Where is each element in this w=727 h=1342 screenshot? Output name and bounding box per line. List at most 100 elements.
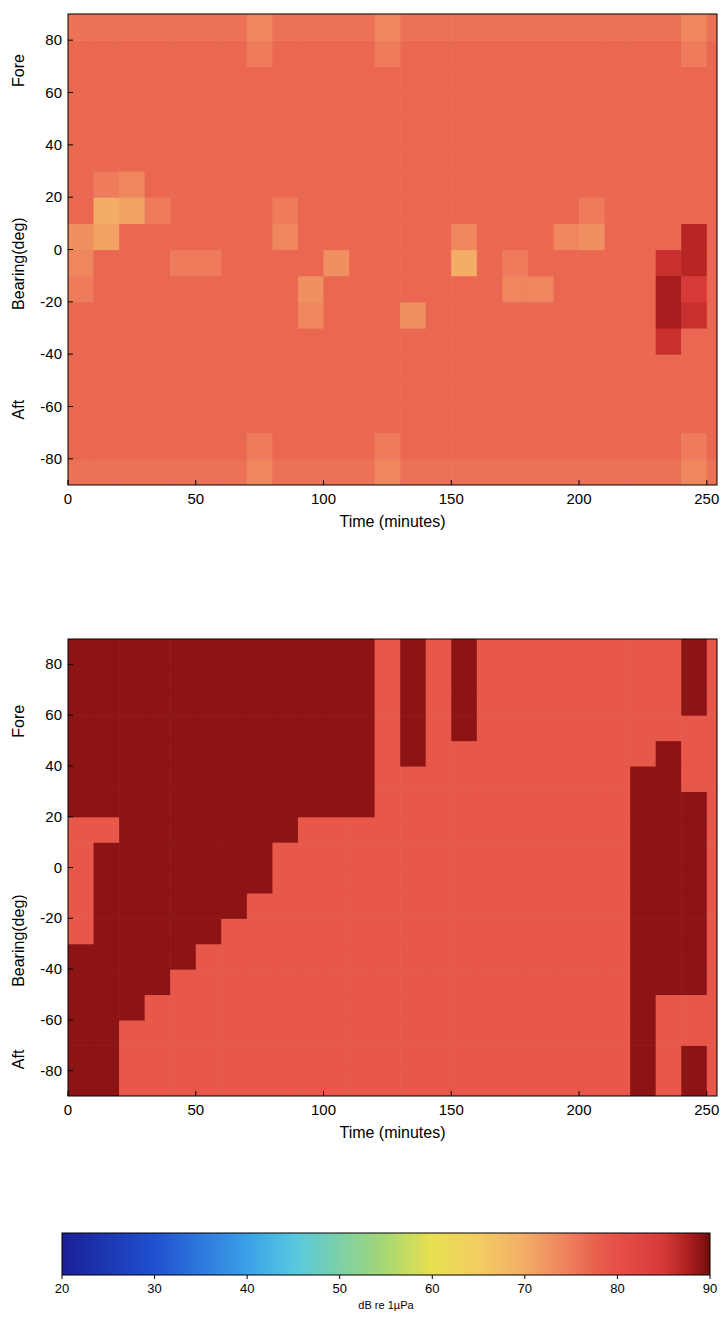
heatmap-cell [221, 1071, 247, 1096]
y-tick [68, 664, 73, 665]
heatmap-cell [528, 817, 554, 843]
x-tick [323, 480, 324, 485]
heatmap-cell [349, 817, 375, 843]
colorbar-tick [710, 1275, 711, 1279]
heatmap-cell [605, 969, 631, 995]
heatmap-cell [579, 119, 605, 146]
heatmap-cell [426, 171, 452, 198]
plot-frame [68, 14, 717, 485]
heatmap-cell [451, 994, 477, 1020]
heatmap-cell [196, 119, 222, 146]
heatmap-cell [94, 817, 120, 843]
heatmap-cell [221, 145, 247, 172]
heatmap-cell [681, 893, 707, 919]
heatmap-cell [272, 276, 298, 303]
heatmap-cell [247, 40, 273, 67]
chart: 050100150200250-80-60-40-20020406080Time… [0, 0, 727, 1342]
heatmap-cell [68, 40, 94, 67]
heatmap-cell [656, 119, 682, 146]
heatmap-cell [247, 328, 273, 355]
heatmap-cell [502, 994, 528, 1020]
heatmap-cell [502, 276, 528, 303]
heatmap-cell [324, 459, 350, 485]
heatmap-cell [119, 791, 145, 817]
colorbar-label: dB re 1µPa [358, 1299, 414, 1311]
heatmap-cell [196, 868, 222, 894]
heatmap-cell [196, 918, 222, 944]
heatmap-cell [681, 969, 707, 995]
x-tick-label: 0 [64, 1101, 72, 1118]
heatmap-cell [630, 197, 656, 224]
heatmap-cell [451, 14, 477, 41]
heatmap-cell [502, 40, 528, 67]
heatmap-cell [681, 715, 707, 741]
heatmap-cell [426, 944, 452, 970]
heatmap-cell [375, 197, 401, 224]
heatmap-cell [528, 407, 554, 434]
colorbar-tick [247, 1275, 248, 1279]
y-tick [68, 197, 73, 198]
y-tick [68, 301, 73, 302]
heatmap-cell [221, 817, 247, 843]
colorbar-tick [524, 1275, 525, 1279]
heatmap-cell [324, 302, 350, 329]
heatmap-cell [630, 969, 656, 995]
heatmap-cell [221, 433, 247, 460]
heatmap-cells [68, 14, 717, 485]
heatmap-cell [477, 969, 503, 995]
heatmap-cell [553, 40, 579, 67]
heatmap-cell [247, 66, 273, 93]
heatmap-cell [656, 664, 682, 690]
heatmap-cell [119, 328, 145, 355]
heatmap-cell [349, 715, 375, 741]
heatmap-cell [221, 276, 247, 303]
heatmap-cell [426, 276, 452, 303]
heatmap-cell [707, 918, 717, 944]
heatmap-cell [707, 66, 717, 93]
heatmap-cell [681, 791, 707, 817]
heatmap-cell [605, 380, 631, 407]
heatmap-cell [707, 328, 717, 355]
heatmap-cell [247, 766, 273, 792]
heatmap-cell [681, 93, 707, 120]
heatmap-cell [145, 40, 171, 67]
heatmap-cell [477, 715, 503, 741]
y-tick-label: 0 [54, 241, 62, 258]
heatmap-cell [681, 918, 707, 944]
heatmap-cell [324, 969, 350, 995]
heatmap-cell [170, 842, 196, 868]
heatmap-cell [502, 302, 528, 329]
y-tick [68, 92, 73, 93]
heatmap-cell [375, 639, 401, 665]
heatmap-cell [656, 1071, 682, 1096]
heatmap-cell [298, 433, 324, 460]
heatmap-cell [707, 197, 717, 224]
heatmap-cell [375, 664, 401, 690]
heatmap-cell [170, 994, 196, 1020]
heatmap-cell [656, 944, 682, 970]
heatmap-cell [451, 328, 477, 355]
heatmap-cell [94, 354, 120, 381]
heatmap-cell [247, 223, 273, 250]
heatmap-cell [400, 407, 426, 434]
heatmap-cell [298, 969, 324, 995]
heatmap-cell [477, 171, 503, 198]
heatmap-cell [681, 868, 707, 894]
heatmap-cell [707, 690, 717, 716]
heatmap-cell [375, 328, 401, 355]
heatmap-cell [298, 171, 324, 198]
heatmap-cell [630, 14, 656, 41]
heatmap-cell [528, 994, 554, 1020]
heatmap-cell [247, 171, 273, 198]
heatmap-cell [145, 93, 171, 120]
heatmap-cell [349, 741, 375, 767]
y-tick-label: -20 [40, 909, 62, 926]
heatmap-cell [94, 741, 120, 767]
heatmap-cell [528, 1020, 554, 1046]
heatmap-cell [579, 715, 605, 741]
heatmap-cell [553, 893, 579, 919]
heatmap-cell [94, 994, 120, 1020]
heatmap-cell [681, 1045, 707, 1071]
heatmap-cell [426, 459, 452, 485]
heatmap-cell [502, 1020, 528, 1046]
